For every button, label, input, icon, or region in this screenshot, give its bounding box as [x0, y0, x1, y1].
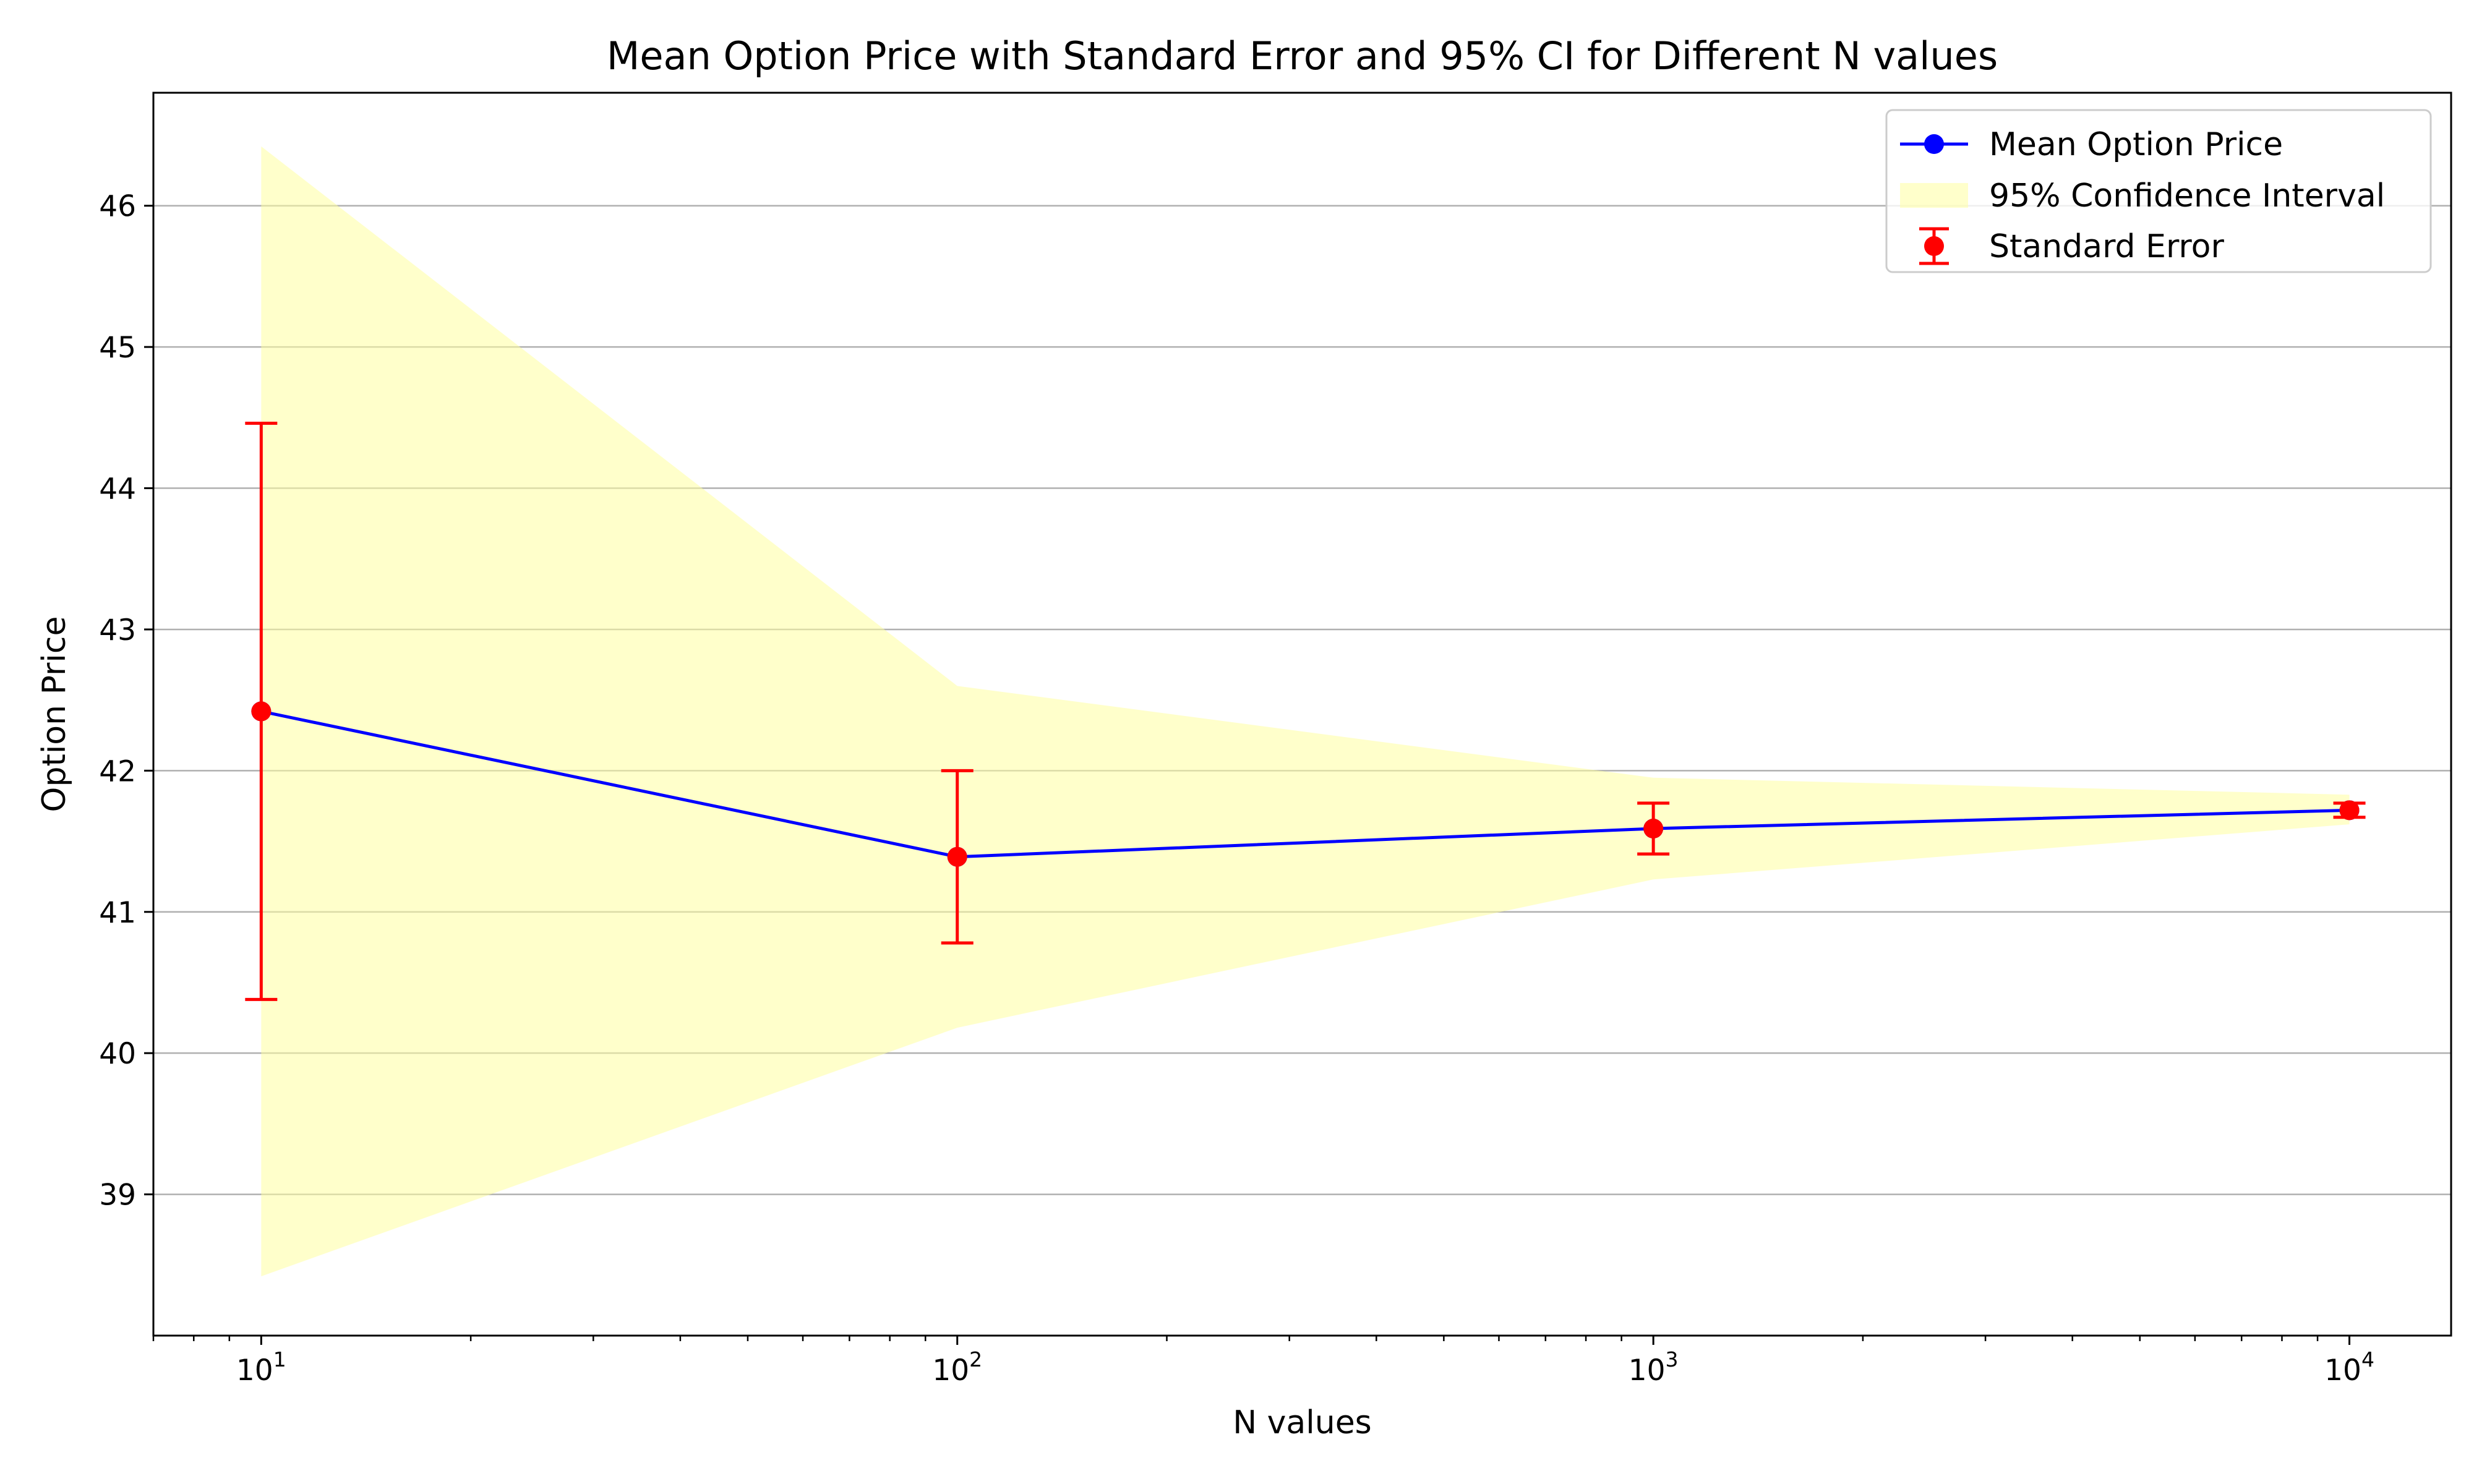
confidence-band [261, 146, 2350, 1277]
y-tick-label: 45 [99, 331, 136, 365]
y-tick-label: 42 [99, 754, 136, 788]
y-tick-label: 40 [99, 1037, 136, 1071]
legend-band-swatch [1900, 183, 1968, 208]
legend-band-label: 95% Confidence Interval [1989, 177, 2385, 215]
standard-error-point [1643, 819, 1664, 839]
y-tick-label: 39 [99, 1179, 136, 1213]
error-bar-layer [245, 421, 2366, 1001]
confidence-band-layer [261, 146, 2350, 1277]
standard-error-point [2339, 800, 2360, 821]
y-tick-label: 41 [99, 896, 136, 930]
chart-title: Mean Option Price with Standard Error an… [607, 33, 1998, 79]
legend-error-label: Standard Error [1989, 228, 2224, 265]
standard-error-point [947, 846, 967, 867]
legend-error-swatch [1919, 227, 1949, 265]
y-tick-label: 43 [99, 613, 136, 647]
legend: Mean Option Price 95% Confidence Interva… [1885, 109, 2432, 273]
y-axis-label: Option Price [36, 616, 73, 812]
x-axis-label: N values [1233, 1404, 1372, 1441]
standard-error-point [251, 701, 272, 722]
plot-frame [152, 92, 2452, 1337]
mean-option-price-line [260, 709, 2350, 859]
y-tick-label: 46 [99, 190, 136, 224]
x-tick-label: 102 [932, 1347, 982, 1388]
legend-mean-label: Mean Option Price [1989, 126, 2283, 163]
y-tick-label: 44 [99, 472, 136, 506]
x-tick-label: 104 [2324, 1347, 2374, 1388]
legend-box [1885, 109, 2432, 273]
x-tick-label: 103 [1629, 1347, 1679, 1388]
x-tick-label: 101 [236, 1347, 286, 1388]
legend-mean-marker-swatch [1924, 134, 1944, 154]
x-axis-ticks: 101 102 103 104 [152, 1336, 2374, 1388]
legend-error-marker [1924, 236, 1944, 256]
y-axis-ticks: 39 40 41 42 43 44 45 46 [99, 190, 153, 1213]
